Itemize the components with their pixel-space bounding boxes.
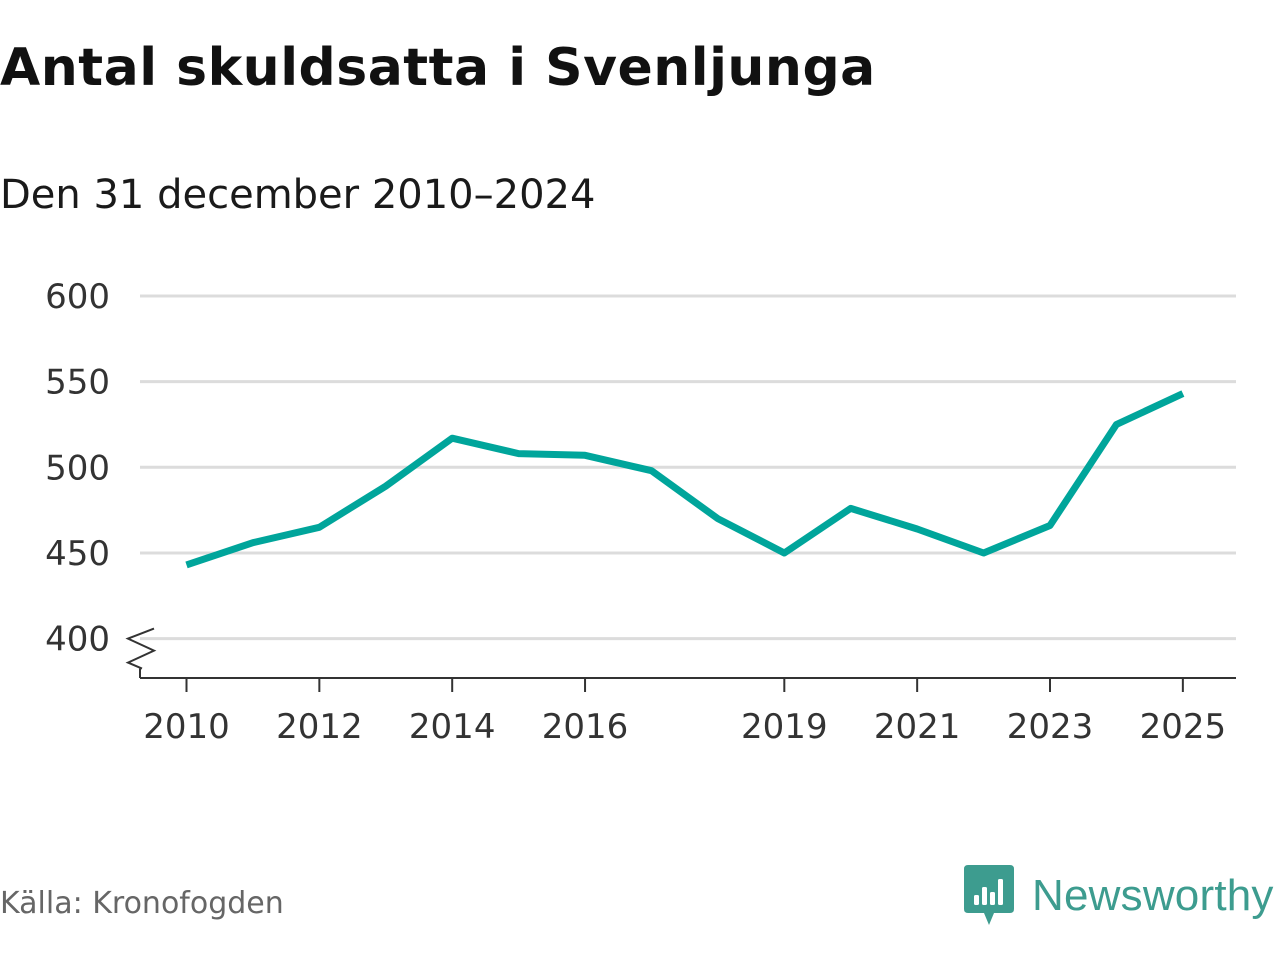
brand-name: Newsworthy: [1032, 871, 1274, 920]
y-tick-label: 400: [45, 620, 110, 660]
x-tick-label: 2012: [276, 707, 363, 747]
x-tick-label: 2021: [874, 707, 961, 747]
chart-title: Antal skuldsatta i Svenljunga: [0, 38, 876, 98]
newsworthy-logo-icon: [964, 865, 1014, 925]
y-axis-tick-labels: 400 450 500 550 600: [45, 277, 110, 660]
x-axis-tick-labels: 2010 2012 2014 2016 2019 2021 2023 2025: [143, 707, 1226, 747]
y-tick-label: 600: [45, 277, 110, 317]
chart-subtitle: Den 31 december 2010–2024: [0, 172, 596, 218]
axes: [140, 677, 1236, 692]
y-tick-label: 450: [45, 534, 110, 574]
series-line-0: [185, 390, 1185, 569]
x-tick-label: 2014: [409, 707, 496, 747]
source-note: Källa: Kronofogden: [0, 886, 284, 921]
series-lines: [185, 390, 1185, 569]
x-tick-label: 2023: [1007, 707, 1094, 747]
gridlines: [140, 294, 1236, 641]
x-tick-label: 2010: [143, 707, 230, 747]
x-tick-label: 2025: [1140, 707, 1227, 747]
axis-break-zigzag: [125, 627, 157, 670]
x-tick-label: 2016: [542, 707, 629, 747]
axis-break-icon: [125, 627, 157, 678]
y-tick-label: 550: [45, 363, 110, 403]
x-tick-label: 2019: [741, 707, 828, 747]
y-tick-label: 500: [45, 448, 110, 488]
brand-logo: Newsworthy: [964, 864, 1274, 928]
